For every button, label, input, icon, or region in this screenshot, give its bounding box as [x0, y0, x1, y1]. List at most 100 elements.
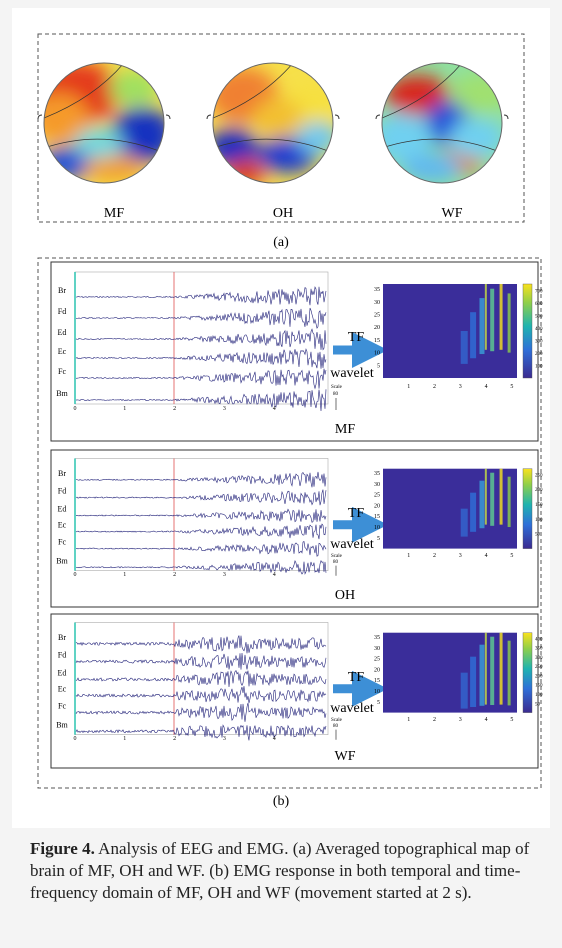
map-contour — [44, 63, 125, 119]
wavelet-label: wavelet — [330, 701, 374, 716]
emg-x-tick-label: 4 — [273, 572, 276, 578]
tf-x-tick-label: 3 — [459, 553, 462, 559]
panel-b-label: (b) — [273, 794, 290, 809]
tf-y-tick-label: 30 — [374, 300, 380, 306]
emg-row: Br Fd Ed Ec Fc Bm 0 1 2 3 4 Scale 80 TF wavelet MF 1 2 3 4 5… — [50, 261, 543, 442]
emg-x-tick-label: 2 — [173, 572, 176, 578]
tf-label: TF — [348, 670, 365, 685]
tf-y-tick-label: 35 — [374, 635, 380, 641]
colorbar-tick-label: 50 — [535, 533, 541, 538]
colorbar-tick-label: 600 — [535, 302, 543, 307]
spectrogram-streak — [507, 640, 511, 706]
colorbar-tick-label: 700 — [535, 290, 543, 295]
condition-label: MF — [335, 422, 355, 437]
spectrogram-streak — [470, 656, 477, 708]
spectrogram-streak — [490, 288, 495, 352]
channel-label: Ec — [58, 521, 67, 530]
scale-value: 80 — [333, 724, 339, 729]
tf-x-tick-label: 5 — [510, 384, 513, 390]
spectrogram-streak — [484, 468, 487, 525]
emg-trace — [75, 368, 327, 390]
wavelet-label: wavelet — [330, 537, 374, 552]
spectrogram-streak — [470, 312, 477, 359]
emg-x-tick-label: 2 — [173, 406, 176, 412]
emg-trace — [75, 523, 327, 540]
caption-text: Analysis of EEG and EMG. (a) Averaged to… — [30, 839, 530, 902]
channel-label: Fd — [58, 307, 66, 316]
tf-y-tick-label: 5 — [377, 536, 380, 542]
spectrogram-streak — [499, 284, 503, 350]
tf-x-tick-label: 4 — [485, 553, 488, 559]
emg-x-tick-label: 1 — [123, 406, 126, 412]
emg-trace — [75, 328, 327, 351]
colorbar-tick-label: 150 — [535, 684, 543, 689]
colorbar-tick-label: 250 — [535, 665, 543, 670]
channel-label: Fc — [58, 538, 66, 547]
colorbar-tick-label: 100 — [535, 365, 543, 370]
emg-x-tick-label: 3 — [223, 736, 226, 742]
tf-label: TF — [348, 330, 365, 345]
tf-x-tick-label: 2 — [433, 717, 436, 723]
map-ear — [165, 114, 171, 120]
colorbar-tick-label: 400 — [535, 637, 543, 642]
emg-trace — [75, 670, 327, 688]
tf-x-tick-label: 5 — [510, 553, 513, 559]
tf-x-tick-label: 3 — [459, 717, 462, 723]
map-blob — [74, 128, 124, 158]
colorbar-tick-label: 500 — [535, 315, 543, 320]
map-blob — [253, 98, 303, 138]
tf-x-tick-label: 1 — [407, 384, 410, 390]
map-outline — [381, 62, 503, 184]
scale-value: 80 — [333, 392, 339, 397]
emg-trace — [75, 489, 327, 506]
spectrogram-streak — [499, 632, 503, 705]
emg-x-tick-label: 4 — [273, 406, 276, 412]
tf-y-tick-label: 10 — [374, 351, 380, 357]
scale-label: Scale — [331, 554, 343, 559]
tf-x-tick-label: 3 — [459, 384, 462, 390]
tf-y-tick-label: 20 — [374, 325, 380, 331]
spectrogram-streak — [490, 472, 495, 526]
spectrogram-streak — [507, 293, 511, 353]
emg-x-tick-label: 4 — [273, 736, 276, 742]
map-contour — [382, 63, 463, 119]
emg-axes — [74, 271, 329, 405]
tf-x-tick-label: 1 — [407, 717, 410, 723]
tf-y-tick-label: 10 — [374, 525, 380, 531]
tf-y-tick-label: 15 — [374, 514, 380, 520]
tf-y-tick-label: 10 — [374, 689, 380, 695]
emg-trace — [75, 724, 327, 741]
tf-y-tick-label: 25 — [374, 312, 380, 318]
channel-label: Ec — [58, 685, 67, 694]
emg-trace — [75, 652, 327, 670]
channel-label: Bm — [56, 720, 68, 729]
spectrogram-streak — [499, 468, 503, 525]
map-contour — [382, 138, 502, 154]
emg-x-tick-label: 1 — [123, 572, 126, 578]
emg-axes — [74, 622, 329, 735]
spectrogram-streak — [479, 644, 485, 706]
emg-trace — [75, 307, 327, 329]
emg-trace — [75, 389, 327, 412]
emg-trace — [75, 508, 327, 523]
spectrogram-streak — [479, 480, 485, 529]
map-label: MF — [104, 206, 124, 221]
channel-label: Bm — [56, 389, 68, 398]
caption-label: Figure 4. — [30, 839, 95, 858]
colorbar — [522, 283, 533, 379]
tf-y-tick-label: 25 — [374, 493, 380, 499]
map-ear — [37, 114, 43, 120]
spectrogram-streak — [484, 284, 487, 350]
map-blob — [44, 93, 89, 143]
emg-x-tick-label: 0 — [74, 406, 77, 412]
emg-trace — [75, 471, 327, 488]
spectrogram — [383, 284, 517, 378]
channel-label: Fd — [58, 651, 66, 660]
emg-x-tick-label: 2 — [173, 736, 176, 742]
map-label: OH — [273, 206, 293, 221]
emg-trace — [75, 286, 327, 306]
colorbar-tick-label: 300 — [535, 340, 543, 345]
emg-trace — [75, 635, 327, 654]
map-outline — [212, 62, 334, 184]
